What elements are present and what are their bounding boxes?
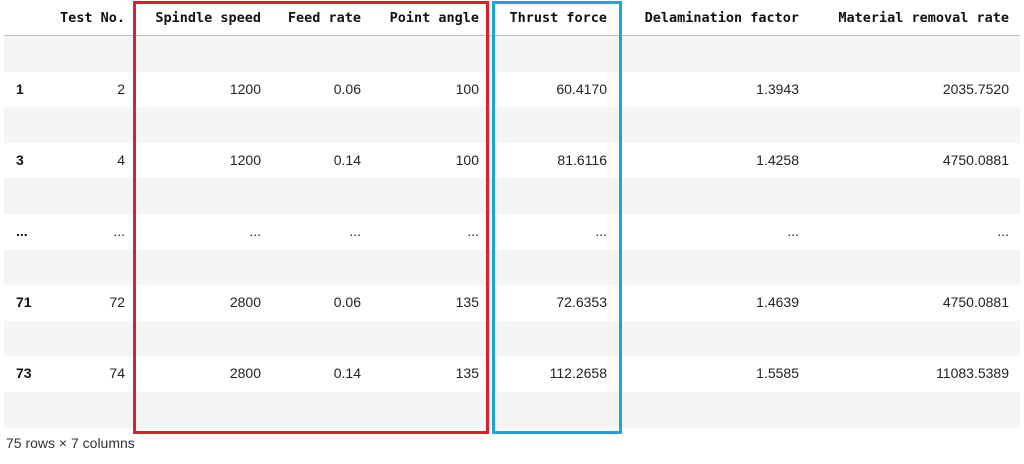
row-index: ...: [16, 223, 28, 239]
row-index: 3: [16, 151, 24, 168]
table-cell: 2800: [229, 294, 261, 311]
row-band: [4, 107, 1020, 143]
row-band: [4, 320, 1020, 357]
table-cell: 1200: [229, 80, 261, 97]
header-rule: [4, 35, 1020, 36]
table-cell: 0.14: [333, 151, 361, 168]
column-header: Delamination factor: [644, 10, 799, 26]
table-cell: 0.06: [333, 80, 361, 97]
table-cell: 1.3943: [756, 80, 799, 97]
column-header: Point angle: [389, 10, 479, 26]
table-cell: 112.2658: [549, 365, 607, 382]
row-index: 71: [16, 294, 32, 311]
table-cell: ...: [349, 223, 361, 239]
table-cell: 4750.0881: [942, 151, 1009, 168]
table-cell: 72: [109, 294, 125, 311]
table-cell: 1.5585: [756, 365, 799, 382]
table-cell: 74: [109, 365, 125, 382]
row-index: 73: [16, 365, 32, 382]
table-cell: 100: [455, 151, 479, 168]
red-highlight-box: [133, 1, 489, 434]
table-cell: 100: [455, 80, 479, 97]
table-cell: ...: [467, 223, 479, 239]
table-cell: ...: [787, 223, 799, 239]
column-header: Test No.: [59, 10, 125, 26]
footer-text: 75 rows × 7 columns: [6, 435, 135, 451]
row-band: [4, 36, 1020, 72]
column-header: Thrust force: [509, 10, 607, 26]
column-header: Spindle speed: [155, 10, 261, 26]
table-cell: 2035.7520: [942, 80, 1009, 97]
table-cell: 60.4170: [556, 80, 607, 97]
table-cell: 4: [117, 151, 125, 168]
table-cell: ...: [113, 223, 125, 239]
table-cell: 4750.0881: [942, 294, 1009, 311]
row-band: [4, 392, 1020, 428]
table-cell: 81.6116: [557, 151, 607, 168]
blue-highlight-box: [492, 1, 622, 434]
table-cell: 11083.5389: [936, 365, 1009, 382]
table-cell: ...: [997, 223, 1009, 239]
row-index: 1: [16, 80, 24, 97]
table-cell: 2: [117, 80, 125, 97]
table-cell: 2800: [229, 365, 261, 382]
row-band: [4, 178, 1020, 214]
table-cell: 72.6353: [556, 294, 607, 311]
table-cell: 1.4639: [756, 294, 799, 311]
table-cell: ...: [595, 223, 607, 239]
table-cell: 1.4258: [756, 151, 799, 168]
table-cell: 0.14: [333, 365, 361, 382]
table-cell: 0.06: [333, 294, 361, 311]
table-cell: 135: [455, 365, 479, 382]
table-cell: ...: [249, 223, 261, 239]
column-header: Feed rate: [287, 10, 361, 26]
row-band: [4, 249, 1020, 286]
table-cell: 1200: [229, 151, 261, 168]
column-header: Material removal rate: [838, 10, 1009, 26]
table-cell: 135: [455, 294, 479, 311]
